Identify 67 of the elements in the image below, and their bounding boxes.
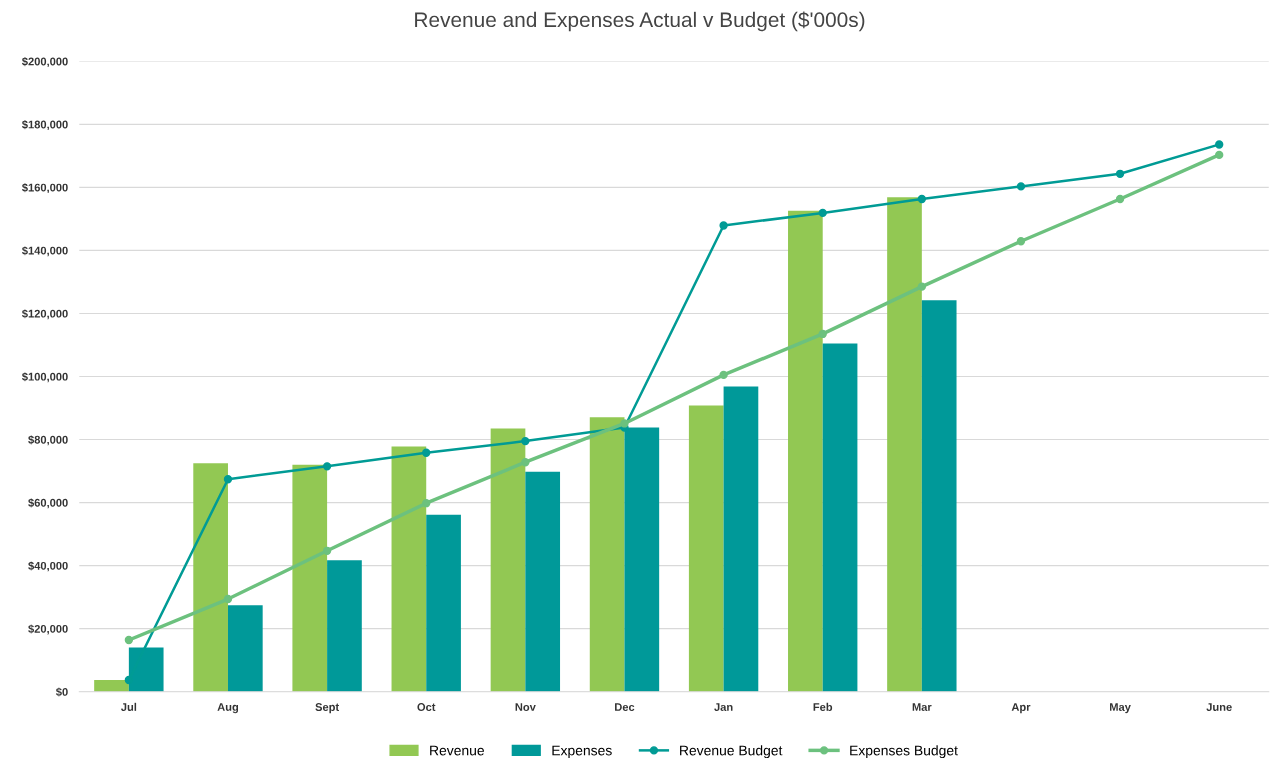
point	[422, 499, 431, 508]
x-tick-label: Aug	[217, 703, 239, 714]
y-tick-label: $100,000	[21, 372, 68, 383]
y-tick-label: $200,000	[21, 57, 68, 68]
bar	[490, 428, 526, 692]
bar	[589, 417, 625, 692]
point	[521, 436, 530, 446]
point	[322, 462, 332, 471]
bar	[887, 197, 922, 692]
point	[1215, 150, 1224, 160]
point	[1016, 182, 1026, 191]
x-tick-label: Sept	[315, 703, 340, 714]
point	[1016, 237, 1026, 246]
x-tick-label: Jan	[714, 703, 733, 711]
x-tick-label: Nov	[515, 703, 536, 711]
bar	[391, 446, 427, 692]
point	[1115, 194, 1125, 204]
y-tick-label: $40,000	[28, 561, 68, 572]
bar	[227, 605, 263, 692]
point	[818, 208, 827, 218]
y-tick-label: $20,000	[28, 624, 68, 635]
point	[917, 282, 927, 291]
point	[620, 419, 629, 428]
point	[223, 594, 233, 604]
bar	[292, 464, 328, 692]
x-tick-label: Apr	[1011, 703, 1031, 714]
x-tick-label: Dec	[615, 703, 635, 711]
legend-label: Revenue	[430, 745, 484, 756]
x-tick-label: June	[1206, 703, 1232, 711]
y-tick-label: $0	[55, 687, 68, 697]
y-tick-label: $120,000	[21, 309, 68, 320]
bar	[822, 343, 858, 692]
bar	[688, 405, 724, 692]
point	[322, 546, 332, 555]
point	[422, 448, 431, 457]
x-tick-label: Oct	[417, 703, 436, 711]
y-tick-label: $60,000	[28, 498, 68, 509]
bar	[327, 560, 362, 692]
legend-label: Revenue Budget	[680, 745, 783, 759]
point	[818, 329, 827, 339]
point	[719, 370, 728, 380]
y-tick-label: $180,000	[21, 120, 68, 131]
point	[719, 221, 728, 230]
x-tick-label: Feb	[813, 702, 833, 711]
chart-title: Revenue and Expenses Actual v Budget ($'000s)	[415, 11, 865, 32]
bar	[723, 386, 759, 692]
x-tick-label: Mar	[912, 703, 932, 711]
point	[1115, 169, 1125, 178]
legend-label: Expenses	[552, 745, 612, 759]
point	[124, 635, 134, 645]
point	[521, 458, 530, 467]
bar	[788, 210, 823, 692]
x-tick-label: Jul	[121, 702, 137, 711]
bar	[193, 463, 228, 692]
point	[223, 475, 233, 484]
bar	[624, 427, 660, 692]
bar	[426, 514, 461, 692]
y-tick-label: $160,000	[21, 183, 68, 194]
point	[1215, 140, 1224, 149]
y-tick-label: $80,000	[28, 435, 68, 446]
bar	[921, 300, 957, 692]
bar	[525, 471, 561, 692]
point	[917, 194, 927, 204]
bar	[94, 680, 129, 692]
legend-label: Expenses Budget	[850, 745, 958, 759]
y-tick-label: $140,000	[21, 246, 68, 257]
x-tick-label: May	[1110, 703, 1131, 714]
